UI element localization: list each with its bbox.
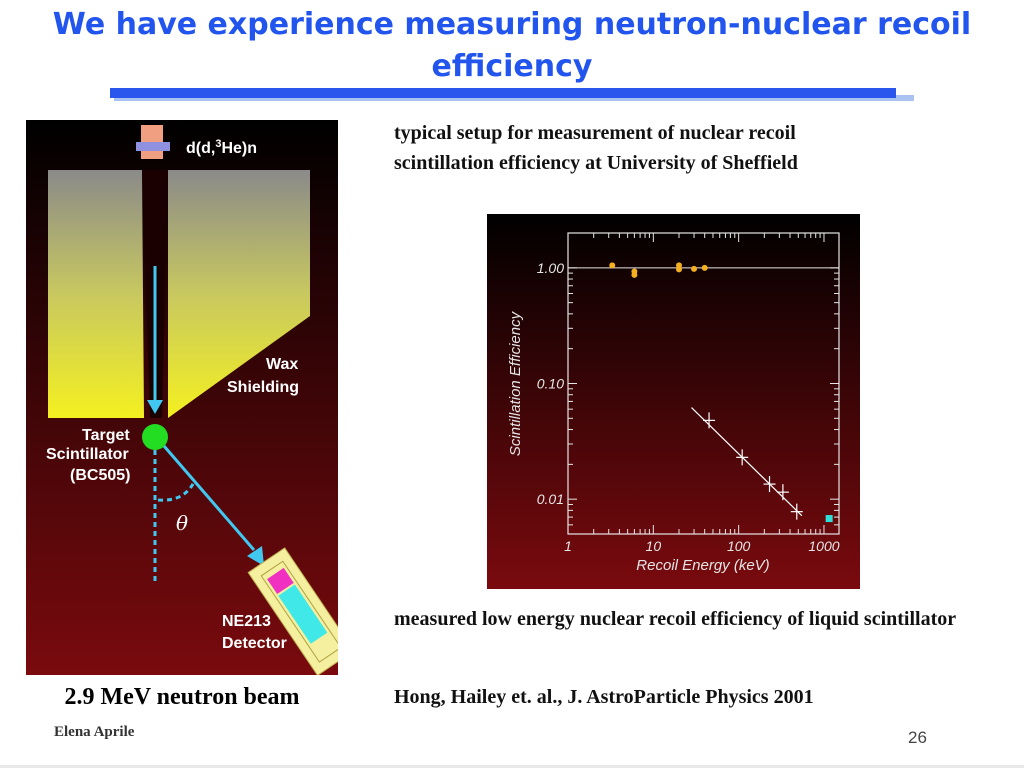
x-tick-label: 100 [727, 538, 751, 554]
chart-background [487, 214, 860, 589]
title-underline [110, 88, 896, 98]
theta-label: θ [176, 511, 188, 535]
author-name: Elena Aprile [54, 724, 135, 740]
ne213-detector [247, 547, 338, 675]
wax-label-1: Wax [266, 356, 298, 373]
x-tick-label: 1000 [808, 538, 839, 554]
y-axis-label: Scintillation Efficiency [507, 310, 524, 456]
detector-label-1: NE213 [222, 613, 271, 630]
reference-citation: Hong, Hailey et. al., J. AstroParticle P… [394, 686, 814, 708]
hong-data-point [703, 412, 716, 429]
sheffield-data-point [701, 264, 708, 271]
result-description: measured low energy nuclear recoil effic… [394, 608, 957, 630]
source-top-block [141, 125, 163, 142]
y-tick-label: 0.10 [537, 376, 564, 392]
detector-label-2: Detector [222, 635, 287, 652]
y-tick-label: 0.01 [537, 491, 564, 507]
page-number: 26 [908, 728, 927, 747]
sheffield-data-point [609, 262, 616, 269]
target-label-3: (BC505) [70, 467, 130, 484]
target-scintillator [142, 424, 168, 450]
high-energy-data-point [825, 515, 833, 523]
efficiency-chart: 1 10 100 1000 0.01 0.10 1.00 Recoil Energy (ke… [487, 214, 860, 589]
title-underline-shadow [114, 95, 914, 101]
source-target-cell [136, 142, 170, 151]
setup-description: typical setup for measurement of nuclear… [394, 122, 798, 174]
source-reaction-label: d(d,3He)n [186, 138, 257, 157]
sheffield-data-point [631, 271, 638, 278]
beam-arrowhead [147, 400, 163, 414]
source-bottom-block [141, 151, 163, 159]
setup-diagram: d(d,3He)n Wax Shielding Target Scintilla… [26, 120, 338, 675]
sheffield-data-point [691, 265, 698, 272]
hong-data-point [763, 476, 776, 493]
footer-rule [0, 765, 1024, 768]
wax-shielding [48, 170, 144, 418]
x-tick-label: 10 [646, 538, 662, 554]
hong-data-point [736, 449, 749, 466]
wax-shielding-right [168, 170, 310, 418]
scattered-beam [162, 445, 256, 551]
y-tick-label: 1.00 [537, 260, 564, 276]
target-label-1: Target [82, 427, 130, 444]
scattered-arrowhead [247, 546, 264, 566]
hong-data-point [776, 484, 789, 501]
target-label-2: Scintillator [46, 446, 129, 463]
x-tick-label: 1 [564, 538, 572, 554]
scatter-angle-arc [157, 481, 196, 502]
hong-data-point [790, 503, 803, 520]
sheffield-data-point [676, 266, 683, 273]
wax-label-2: Shielding [227, 379, 299, 396]
slide-title: We have experience measuring neutron-nuc… [52, 7, 972, 84]
beam-caption: 2.9 MeV neutron beam [64, 684, 300, 710]
x-axis-label: Recoil Energy (keV) [636, 557, 769, 574]
